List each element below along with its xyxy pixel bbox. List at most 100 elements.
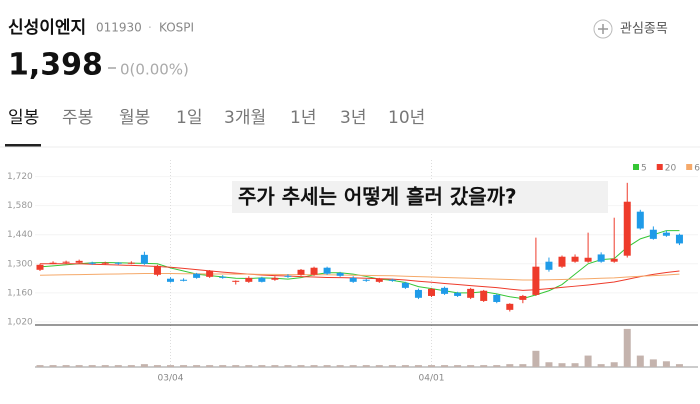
y-tick-label: 1,020 (7, 317, 33, 327)
candle-body (336, 272, 344, 276)
watch-label[interactable]: 관심종목 (620, 22, 668, 37)
candle-body (388, 279, 396, 281)
volume-bar (49, 365, 57, 367)
candle-body (362, 279, 370, 281)
volume-bar (571, 363, 579, 367)
volume-bar (271, 365, 279, 367)
volume-bar (506, 364, 514, 367)
volume-bar (662, 361, 670, 367)
candle-body (232, 280, 240, 282)
volume-bar (167, 365, 174, 367)
tab[interactable]: 주봉 (62, 108, 93, 128)
separator: · (148, 21, 152, 35)
candle-body (245, 277, 253, 282)
volume-bar (532, 350, 540, 367)
volume-bar (597, 364, 605, 367)
ma-line (40, 263, 680, 291)
candle-body (414, 289, 422, 298)
candle-body (454, 292, 462, 296)
volume-bar (284, 365, 292, 367)
candle-body (206, 270, 214, 277)
annotation-bg (232, 181, 608, 213)
legend-swatch (686, 164, 693, 170)
candle-body (623, 201, 631, 256)
volume-bar (180, 365, 188, 367)
tab[interactable]: 10년 (388, 108, 425, 128)
volume-bar (467, 365, 475, 367)
y-tick-label: 1,300 (7, 259, 33, 269)
candle-body (167, 278, 174, 282)
candle-body (258, 277, 266, 282)
ma-line (39, 230, 680, 300)
tab[interactable]: 3개월 (224, 108, 266, 128)
candle-body (193, 273, 201, 278)
candle-body (284, 275, 292, 277)
volume-bar (114, 365, 122, 367)
volume-bar (493, 365, 501, 367)
tab[interactable]: 일봉 (8, 108, 39, 128)
plus-icon (593, 19, 613, 39)
candle-body (127, 262, 135, 264)
tab[interactable]: 1일 (176, 108, 202, 128)
volume-bar (232, 365, 240, 367)
candle-body (271, 277, 279, 280)
watch-button[interactable]: 관심종목 (593, 19, 668, 39)
tab-underline (5, 144, 41, 147)
candle-body (62, 261, 70, 263)
volume-bar (75, 365, 83, 367)
candle-body (441, 287, 449, 294)
candle-body (584, 257, 592, 262)
legend-label: 5 (641, 164, 647, 174)
tabs: 일봉 주봉 월봉 1일 3개월 1년 3년 10년 (5, 108, 425, 147)
candle-body (180, 279, 188, 281)
candle-body (36, 264, 44, 270)
candle-body (375, 278, 383, 282)
tab[interactable]: 1년 (290, 108, 316, 128)
volume-bar (297, 365, 305, 367)
volume-bar (414, 365, 422, 367)
candle-body (649, 229, 657, 239)
ma-line (39, 273, 680, 281)
candle-body (75, 260, 83, 263)
candle-body (323, 267, 331, 274)
candle-body (349, 277, 357, 282)
candle-body (140, 254, 148, 264)
candle-body (480, 290, 488, 301)
volume-bar (336, 365, 344, 367)
stock-name: 신성이엔지 (8, 18, 86, 38)
plus-sign (598, 24, 608, 34)
volume-bar (62, 365, 70, 367)
volume-bar (258, 365, 266, 367)
volume-bar (36, 365, 44, 367)
candle-body (545, 261, 553, 270)
volume-bar (206, 365, 214, 367)
volume-bar (675, 364, 683, 367)
volume-bar (101, 365, 109, 367)
candle-body (401, 282, 409, 288)
y-tick-label: 1,440 (7, 230, 33, 240)
volume-bar (375, 365, 383, 367)
stock-code: 011930 (96, 21, 142, 35)
legend-label: 20 (665, 164, 677, 174)
volume-bar (610, 362, 618, 367)
volume-bar (454, 365, 462, 367)
market: KOSPI (159, 21, 194, 35)
volume-bar (480, 365, 488, 367)
y-tick-label: 1,580 (7, 201, 33, 211)
tab[interactable]: 3년 (340, 108, 366, 128)
candle-body (153, 265, 161, 275)
volume-bar (323, 365, 331, 367)
legend-label: 60 (694, 164, 700, 174)
candle-body (88, 262, 96, 264)
annotation: 주가 추세는 어떻게 흘러 갔을까? (238, 185, 517, 209)
candle-body (101, 262, 109, 264)
y-tick-label: 1,160 (7, 288, 33, 298)
y-tick-label: 1,720 (7, 172, 33, 182)
candle-body (428, 288, 435, 296)
volume-bar (623, 328, 631, 367)
volume-bar (219, 365, 227, 367)
candle-body (519, 295, 527, 300)
tab[interactable]: 월봉 (119, 108, 150, 128)
